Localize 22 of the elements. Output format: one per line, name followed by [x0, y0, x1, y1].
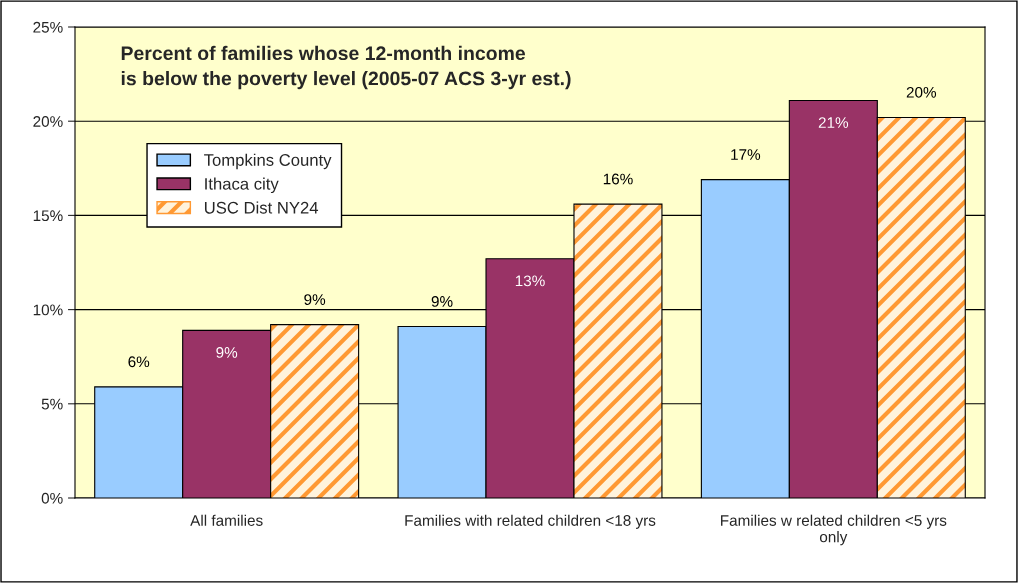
data-label: 16%: [603, 173, 633, 185]
data-label: 17%: [731, 149, 761, 160]
x-tick-label: All families: [190, 514, 263, 526]
legend-label: Ithaca city: [205, 177, 279, 194]
data-label: 6%: [128, 356, 150, 368]
y-tick-label: 25%: [33, 21, 63, 33]
y-tick-label: 0%: [41, 492, 63, 504]
y-tick-label: 10%: [33, 304, 63, 316]
data-label: 20%: [906, 86, 937, 98]
legend-label: USC Dist NY24: [204, 201, 319, 214]
data-label: 9%: [304, 294, 326, 305]
data-label: 21%: [818, 117, 849, 128]
data-label: 9%: [216, 347, 238, 358]
data-label: 13%: [515, 275, 545, 287]
y-tick-label: 5%: [41, 398, 63, 410]
y-tick-label: 20%: [33, 116, 63, 127]
text: Percent of families whose 12-month income is below the poverty level (2005-07 ACS 3-yr est.): [121, 45, 571, 90]
data-label: 9%: [431, 296, 453, 307]
x-tick-label: Families w related children <5 yrs only: [721, 514, 947, 546]
legend-label: Tompkins County: [204, 153, 332, 170]
x-tick-label: Families with related children <18 yrs: [405, 514, 656, 529]
y-tick-label: 15%: [33, 210, 63, 222]
